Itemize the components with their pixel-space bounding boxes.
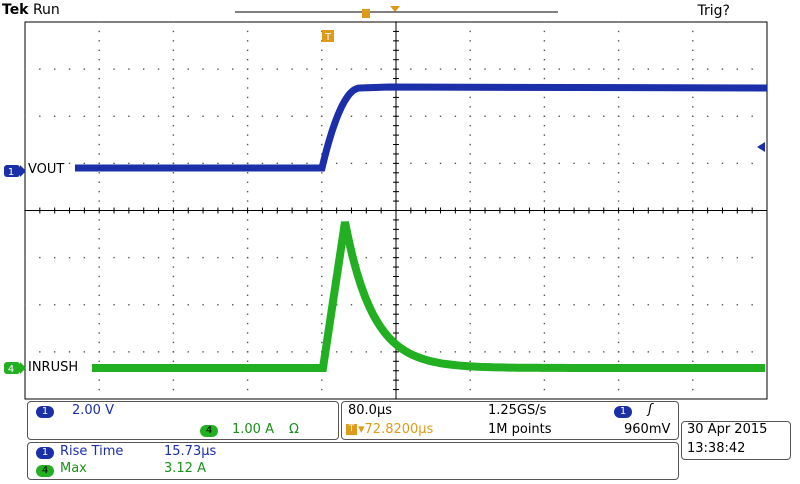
- graticule-grid: [24, 21, 767, 399]
- ch4-badge: 4: [200, 425, 218, 437]
- svg-text:4: 4: [8, 364, 14, 375]
- trigger-position-marker[interactable]: [322, 30, 334, 42]
- meas1-name: Rise Time: [60, 444, 124, 459]
- meas2-badge: 4: [36, 465, 54, 477]
- acquisition-mode: Run: [32, 2, 60, 18]
- meas1-value: 15.73µs: [164, 444, 217, 459]
- datetime-panel: 30 Apr 2015 13:38:42: [681, 421, 791, 460]
- trigger-level-arrow[interactable]: [757, 142, 765, 152]
- meas1-badge: 1: [36, 447, 54, 459]
- ch1-label: VOUT: [28, 162, 65, 177]
- trigger-slope-icon: ʃ: [648, 402, 653, 417]
- time: 13:38:42: [687, 441, 746, 456]
- brand-logo: Tek: [2, 2, 29, 18]
- channel-scale-panel[interactable]: 1 2.00 V 4 1.00 A Ω: [27, 401, 339, 440]
- svg-text:1: 1: [8, 167, 14, 178]
- record-length: 1M points: [488, 422, 552, 437]
- ch1-waveform: [75, 83, 768, 172]
- ch4-symbol: Ω: [289, 422, 299, 437]
- meas2-name: Max: [60, 461, 87, 476]
- sample-rate: 1.25GS/s: [488, 403, 547, 418]
- trigger-status: Trig?: [697, 3, 730, 19]
- meas2-value: 3.12 A: [164, 461, 206, 476]
- delay-icon: T: [346, 424, 357, 435]
- horizontal-delay: ▾72.8200µs: [358, 422, 434, 437]
- ch1-badge: 1: [36, 406, 54, 418]
- ch4-ground-marker[interactable]: 4: [4, 362, 26, 375]
- ch4-scale: 1.00 A: [232, 422, 274, 437]
- timebase-panel[interactable]: 80.0µs 1.25GS/s T ▾72.8200µs 1M points 1…: [341, 401, 679, 440]
- ch4-waveform: [92, 221, 765, 372]
- trigger-point-arrow: [390, 6, 400, 12]
- trigger-position-label: T: [324, 32, 332, 43]
- measurements-panel[interactable]: 1 Rise Time 15.73µs 4 Max 3.12 A: [27, 442, 679, 480]
- time-per-div: 80.0µs: [348, 403, 392, 418]
- ch1-ground-marker[interactable]: 1: [4, 165, 26, 178]
- ch4-label: INRUSH: [28, 360, 79, 375]
- trigger-source-badge: 1: [614, 406, 632, 418]
- ch1-scale: 2.00 V: [72, 403, 114, 418]
- trigger-level: 960mV: [624, 422, 671, 437]
- record-window-marker: [362, 9, 370, 18]
- date: 30 Apr 2015: [687, 422, 768, 437]
- brand-header: Tek Run: [2, 2, 60, 18]
